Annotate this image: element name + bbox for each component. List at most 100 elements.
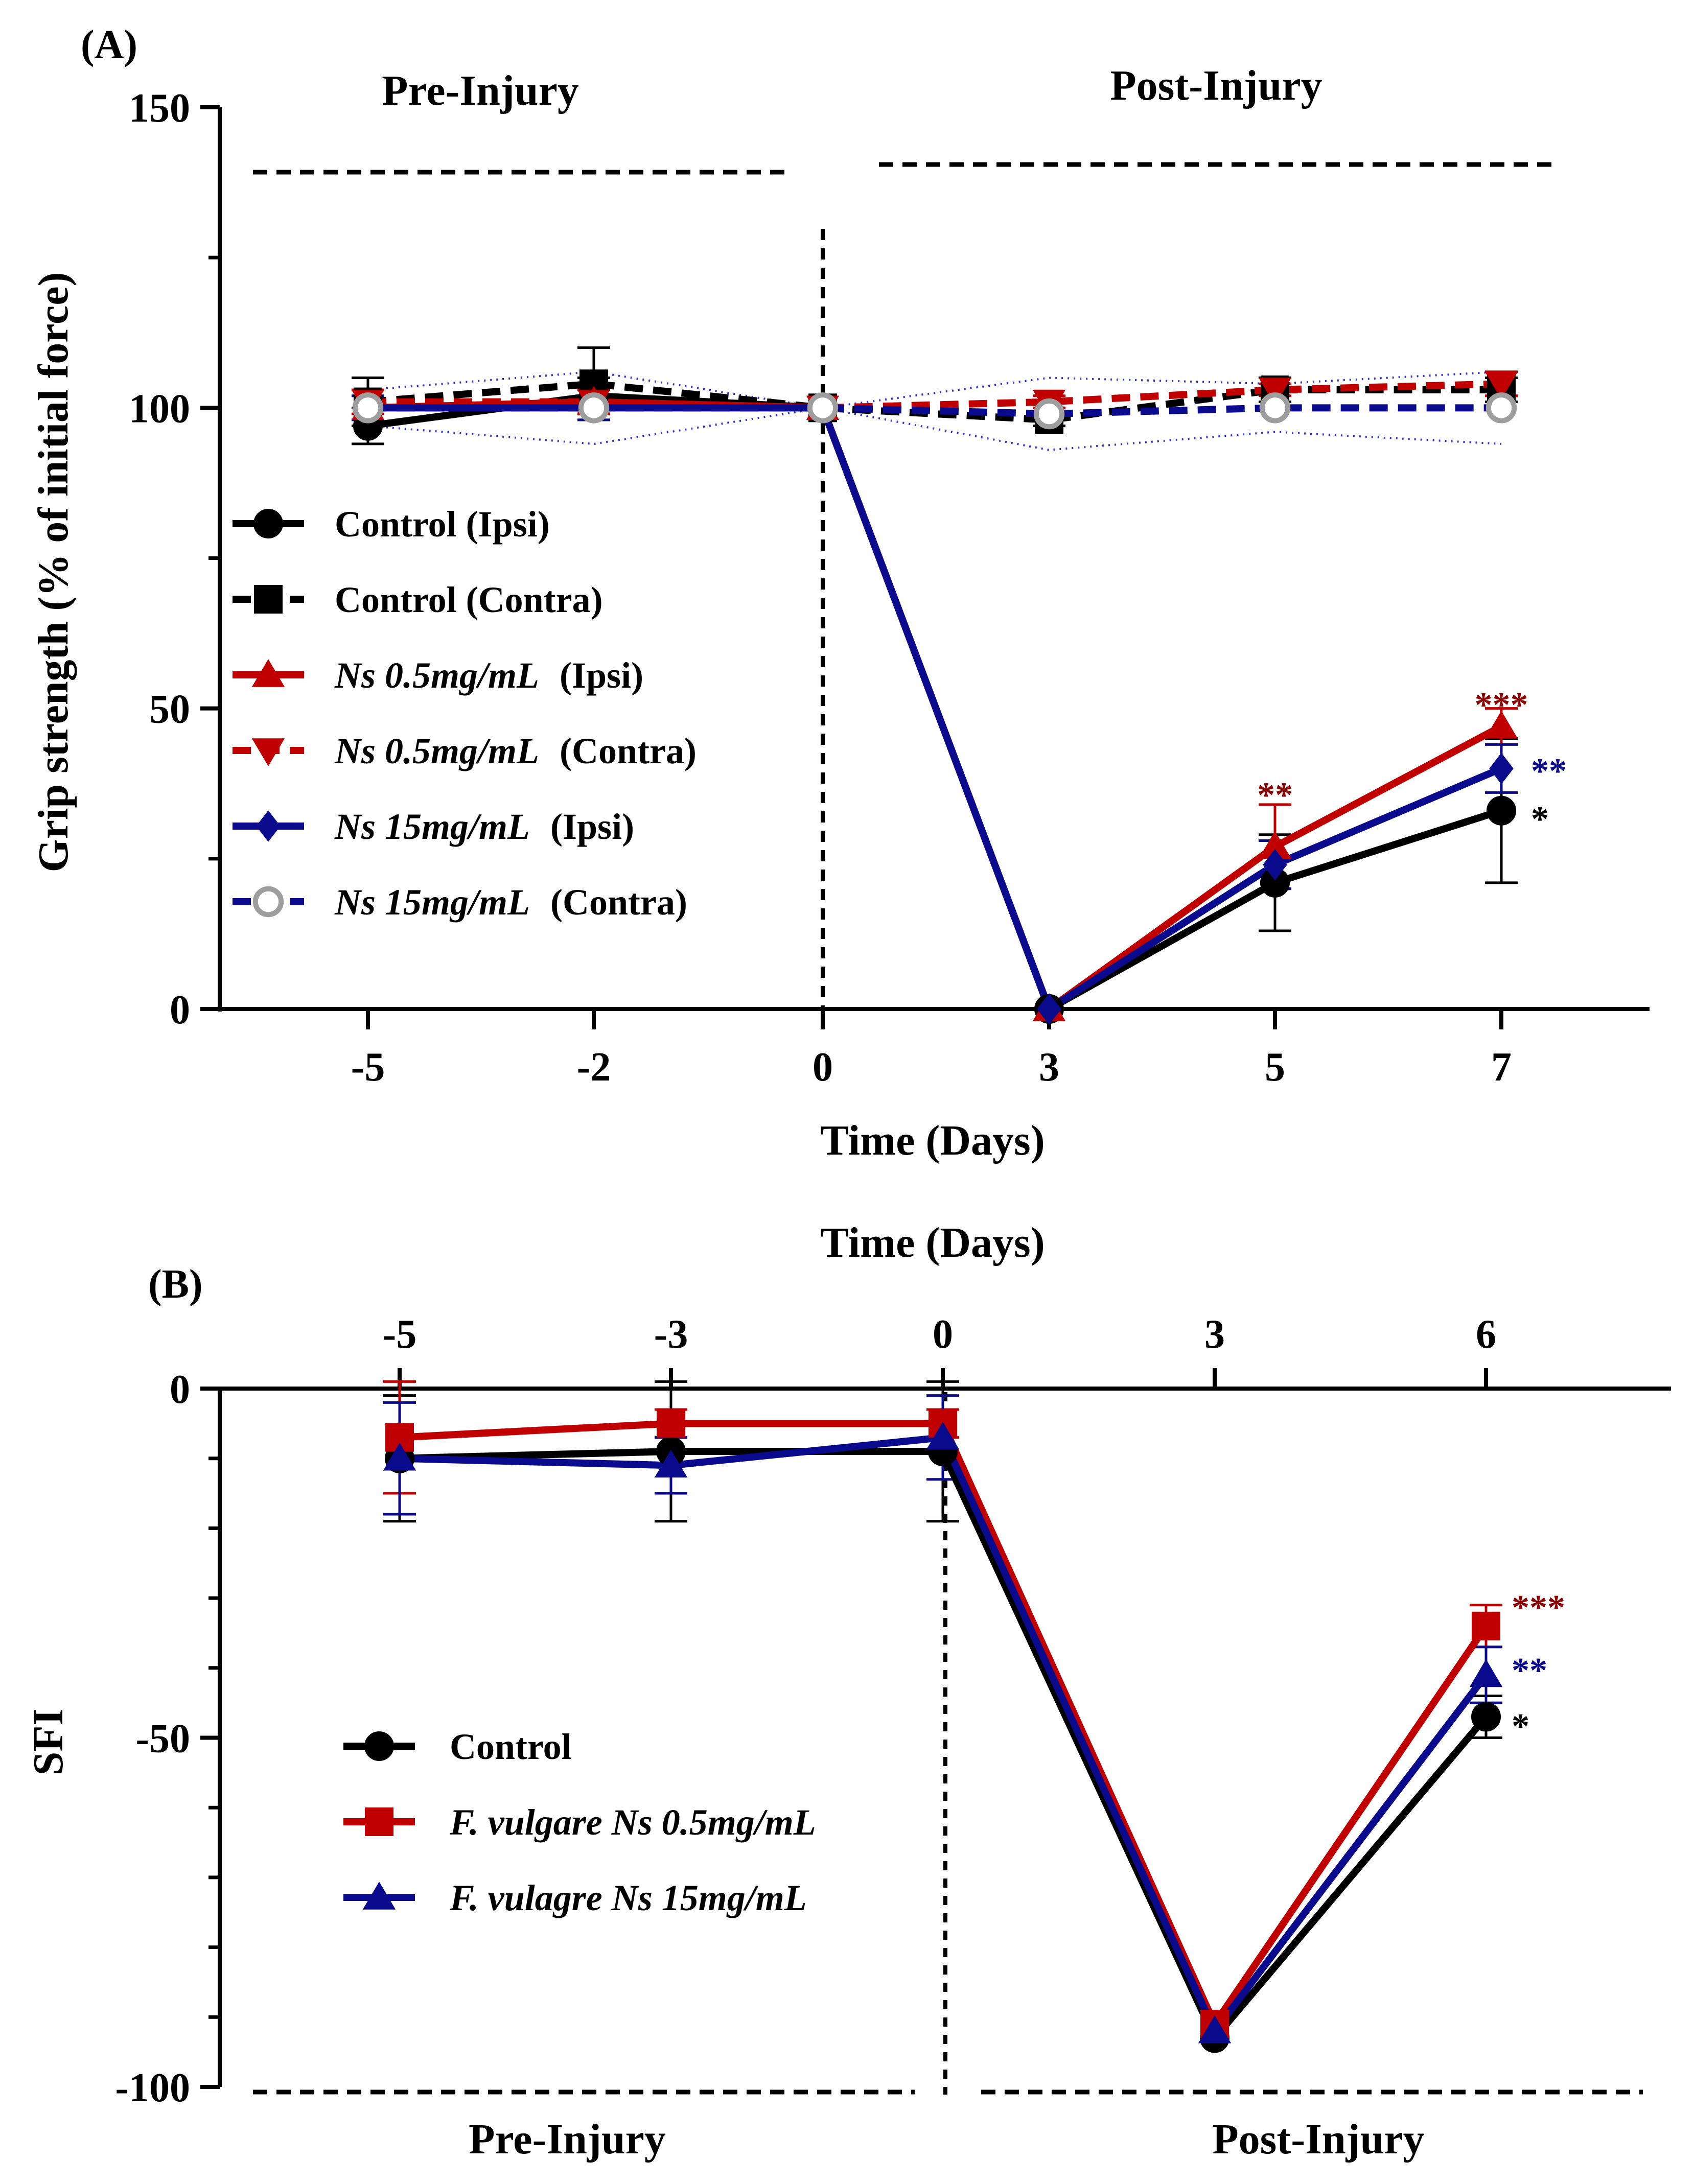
panel-a-pre-injury-label: Pre-Injury	[382, 67, 579, 114]
panel-a-legend-marker	[252, 886, 284, 918]
panel-a-data-point	[1037, 993, 1061, 1025]
panel-b-label: (B)	[148, 1262, 203, 1307]
panel-a-significance-mark: **	[1257, 776, 1293, 815]
panel-b-data-point	[383, 1442, 416, 1471]
panel-a-legend-marker	[253, 509, 283, 538]
panel-a-data-point	[1033, 398, 1065, 430]
panel-b-x-tick-label: 6	[1476, 1312, 1496, 1357]
panel-a-axes: 0 50 100 150 -5 -2 0 3 5 7	[129, 86, 1650, 1090]
panel-a-legend-plain: (Contra)	[550, 731, 697, 771]
panel-a-legend-italic: Ns 15mg/mL	[334, 882, 530, 923]
panel-a-data-point	[1486, 392, 1517, 424]
panel-a-data-point	[807, 392, 839, 424]
panel-a-legend-label: Ns 15mg/mL (Ipsi)	[334, 806, 634, 847]
panel-b-data-point	[1472, 1611, 1500, 1640]
panel-a-x-tick-label: 7	[1491, 1045, 1512, 1090]
panel-b-x-tick-label: 3	[1204, 1312, 1225, 1357]
panel-a-data-point	[352, 392, 384, 424]
panel-a-y-tick-label: 50	[149, 687, 190, 732]
panel-b-annotations: ******	[1512, 1588, 1565, 1746]
panel-b-legend-plain: Control	[450, 1726, 572, 1767]
panel-b-data-point	[1198, 2015, 1232, 2044]
panel-a-data-point	[1484, 371, 1518, 400]
panel-a-legend-label: Ns 0.5mg/mL (Contra)	[334, 731, 697, 771]
panel-b-legend-label: F. vulgare Ns 0.5mg/mL	[449, 1802, 816, 1843]
panel-b-legend-marker	[362, 1882, 396, 1910]
panel-a-legend-plain: Control (Ipsi)	[335, 504, 550, 545]
panel-a-legend-marker	[251, 659, 285, 687]
panel-b-data-point	[1471, 1702, 1501, 1732]
panel-a-data-point	[1489, 753, 1514, 785]
panel-a-series-line	[368, 380, 1502, 412]
panel-b-significance-mark: **	[1512, 1651, 1547, 1690]
panel-b-data-point	[654, 1449, 688, 1478]
panel-b-y-tick-label: 0	[170, 1367, 190, 1412]
panel-a-data-point	[1258, 831, 1292, 859]
panel-a-significance-mark: ***	[1475, 686, 1528, 725]
panel-b-significance-mark: ***	[1512, 1588, 1565, 1628]
panel-a-x-tick-label: 0	[813, 1045, 833, 1090]
panel-b-legend-italic: F. vulgare Ns 0.5mg/mL	[449, 1802, 816, 1843]
panel-b-significance-mark: *	[1512, 1707, 1529, 1746]
panel-a-legend-label: Control (Ipsi)	[335, 504, 550, 545]
panel-b-legend-marker	[365, 1807, 393, 1836]
panel-b-axes: 0 -50 -100 -5 -3 0 3 6	[115, 1312, 1671, 2110]
panel-a-x-tick-label: -5	[351, 1045, 385, 1090]
panel-b: (B) Time (Days) Pre-Injury Post-Injury 0…	[25, 1219, 1671, 2163]
panel-a-data-point	[1263, 849, 1287, 881]
panel-a-legend-label: Ns 15mg/mL (Contra)	[334, 882, 687, 923]
panel-a-y-tick-label: 0	[170, 988, 190, 1032]
panel-b-data-point	[1469, 1659, 1503, 1687]
panel-a-x-tick-label: 3	[1039, 1045, 1059, 1090]
panel-a-significance-mark: **	[1531, 752, 1567, 791]
panel-a-significance-mark: *	[1531, 800, 1549, 839]
panel-a-data-point	[1259, 392, 1291, 424]
panel-a-data-point	[1484, 711, 1518, 739]
panel-b-data-point	[926, 1421, 960, 1450]
panel-a-x-tick-label: -2	[577, 1045, 611, 1090]
panel-a-legend-plain: (Contra)	[541, 882, 687, 923]
panel-a-legend-marker	[256, 810, 281, 842]
panel-a-legend-italic: Ns 0.5mg/mL	[334, 731, 539, 771]
panel-a-legend-plain: Control (Contra)	[335, 579, 603, 620]
panel-a-y-tick-label: 100	[129, 386, 190, 431]
panel-b-legend: Control F. vulgare Ns 0.5mg/mL F. vulagre …	[343, 1726, 816, 1918]
panel-b-pre-injury-label: Pre-Injury	[469, 2116, 666, 2163]
panel-b-legend-label: Control	[450, 1726, 572, 1767]
panel-a-legend-italic: Ns 0.5mg/mL	[334, 655, 539, 696]
panel-a-data-point	[1258, 378, 1292, 406]
panel-a-legend: Control (Ipsi) Control (Contra) Ns 0.5mg/m…	[233, 504, 697, 923]
panel-b-y-axis-title: SFI	[25, 1709, 72, 1776]
panel-a-annotations: ********	[1257, 686, 1567, 839]
panel-a-y-axis-title: Grip strength (% of initial force)	[30, 272, 77, 872]
panel-a-legend-marker	[251, 738, 285, 766]
panel-a-series-lines	[367, 380, 1503, 1013]
panel-b-x-tick-label: 0	[933, 1312, 953, 1357]
panel-a-post-injury-label: Post-Injury	[1110, 62, 1322, 109]
panel-b-y-tick-label: -100	[115, 2065, 190, 2110]
panel-b-legend-marker	[364, 1731, 394, 1761]
panel-a-band-lower	[367, 407, 1502, 451]
panel-a-legend-plain: (Ipsi)	[541, 806, 634, 847]
panel-b-x-axis-title: Time (Days)	[820, 1219, 1045, 1266]
panel-a-series-line	[368, 404, 1503, 1013]
panel-b-legend-label: F. vulagre Ns 15mg/mL	[449, 1877, 807, 1918]
panel-a-x-axis-title: Time (Days)	[820, 1117, 1045, 1164]
panel-a-x-tick-label: 5	[1265, 1045, 1285, 1090]
panel-a-markers	[351, 369, 1518, 1025]
panel-a-legend-italic: Ns 15mg/mL	[334, 806, 530, 847]
panel-b-y-tick-label: -50	[135, 1717, 190, 1762]
panel-a-legend-plain: (Ipsi)	[550, 655, 643, 696]
panel-a-label: (A)	[81, 22, 137, 67]
panel-b-markers	[383, 1409, 1503, 2053]
panel-a-data-point	[578, 392, 610, 424]
panel-a-data-point	[1487, 795, 1516, 826]
panel-a-legend-label: Ns 0.5mg/mL (Ipsi)	[334, 655, 643, 696]
panel-b-post-injury-label: Post-Injury	[1212, 2116, 1424, 2163]
panel-b-data-point	[657, 1409, 685, 1438]
panel-a-legend-label: Control (Contra)	[335, 579, 603, 620]
panel-a-series-line	[368, 404, 1501, 418]
panel-b-legend-italic: F. vulagre Ns 15mg/mL	[449, 1877, 807, 1918]
